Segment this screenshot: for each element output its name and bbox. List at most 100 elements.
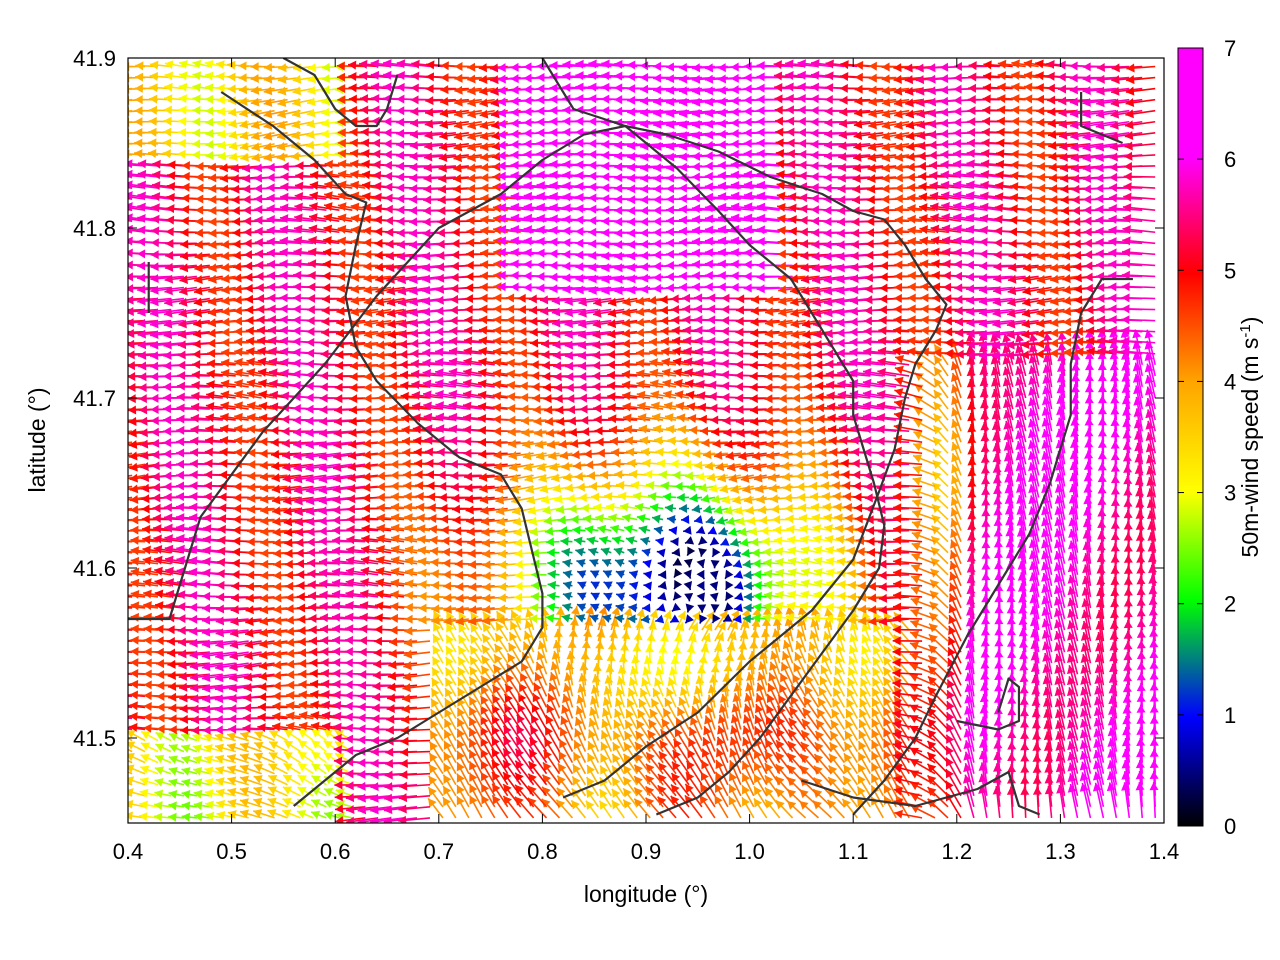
wind-vector-head [298, 711, 308, 721]
wind-vector-head [118, 506, 126, 515]
wind-vector-head [492, 694, 501, 704]
wind-vector-head [334, 792, 343, 802]
wind-vector-head [311, 763, 321, 772]
wind-vector-head [443, 786, 452, 796]
wind-vector-head [384, 793, 393, 803]
wind-vector-head [192, 744, 202, 754]
wind-vector-head [205, 800, 214, 810]
wind-vector-head [728, 796, 737, 806]
wind-vector-head [543, 750, 552, 760]
wind-vector-head [100, 711, 108, 720]
wind-vector-head [469, 772, 478, 782]
wind-vector-head [800, 765, 809, 775]
wind-vector-head [333, 722, 342, 732]
wind-vector-head [469, 784, 478, 794]
wind-vector-head [776, 728, 785, 738]
wind-vector-head [728, 784, 737, 794]
wind-vector-head [516, 725, 525, 735]
wind-vector-head [778, 694, 787, 705]
wind-vector-head [503, 748, 512, 758]
wind-vector-head [702, 737, 711, 747]
wind-vector-head [140, 753, 150, 763]
wind-vector-head [240, 742, 250, 751]
wind-vector-head [191, 725, 200, 735]
wind-vector-head [202, 704, 211, 714]
wind-vector-head [481, 772, 489, 782]
wind-vector-head [585, 800, 595, 810]
wind-vector-head [480, 695, 489, 705]
wind-vector-head [323, 752, 333, 761]
wind-vector [128, 726, 146, 731]
wind-vector-head [647, 730, 656, 740]
wind-vector-head [742, 797, 750, 807]
wind-vector-head [128, 730, 136, 739]
wind-vector-head [118, 558, 126, 567]
wind-vector-head [893, 775, 903, 785]
wind-vector-head [193, 789, 203, 799]
wind-vector [128, 748, 133, 753]
wind-vector-head [817, 697, 827, 708]
wind-vector-head [871, 751, 880, 761]
wind-vector-head [945, 780, 954, 790]
wind-vector-head [104, 527, 112, 536]
wind-vector-head [444, 708, 453, 718]
wind-vector-head [203, 744, 213, 753]
wind-vector-head [832, 698, 841, 708]
wind-vector-head [945, 769, 954, 779]
wind-vector-head [515, 737, 525, 747]
wind-vector-head [118, 485, 127, 494]
wind-vector-head [480, 749, 489, 759]
wind-vector-head [179, 714, 189, 724]
wind-vector-head [357, 781, 366, 791]
wind-vector-head [104, 537, 112, 546]
wind-vector-head [571, 800, 580, 810]
wind-vector-head [503, 736, 512, 747]
wind-vector-head [267, 786, 278, 795]
wind-vector-head [843, 753, 853, 763]
wind-vector-head [659, 751, 668, 761]
wind-vector-head [333, 733, 342, 743]
wind-vector-head [753, 798, 763, 808]
wind-vector-head [587, 741, 596, 751]
wind-vector-head [871, 729, 880, 739]
wind-vector-head [588, 729, 597, 739]
wind-vector-head [128, 741, 136, 750]
wind-vector-head [612, 777, 621, 787]
wind-vector-head [883, 717, 892, 727]
wind-vector-head [560, 716, 569, 726]
wind-vector-head [672, 761, 681, 771]
wind-vector-head [253, 763, 263, 773]
wind-vector-head [117, 579, 125, 588]
wind-vector-head [129, 712, 138, 721]
wind-vector-head [859, 708, 868, 719]
wind-vector-head [321, 711, 331, 721]
wind-vector-head [927, 729, 937, 739]
wind-vector-head [469, 738, 478, 748]
wind-vector-head [586, 777, 595, 787]
wind-vector-head [787, 765, 797, 775]
wind-vector-head [871, 708, 880, 718]
wind-vector-head [105, 485, 114, 494]
wind-vector-head [717, 714, 727, 724]
wind-vector-head [181, 778, 191, 788]
wind-vector-head [192, 733, 202, 742]
wind-vector-head [754, 762, 762, 772]
wind-vector-head [193, 755, 203, 765]
wind-vector-head [457, 718, 466, 728]
wind-vector-head [602, 697, 612, 707]
wind-vector-head [532, 693, 541, 703]
wind-vector [128, 717, 133, 720]
wind-vector-head [345, 746, 354, 756]
wind-vector-head [140, 742, 151, 751]
wind-vector-head [858, 719, 867, 729]
wind-vector-head [297, 763, 308, 772]
wind-vector-head [678, 697, 687, 707]
wind-vector-head [587, 765, 596, 775]
wind-vector-head [202, 715, 211, 725]
wind-vector-head [253, 775, 263, 784]
wind-vector-head [765, 739, 774, 749]
wind-vector-head [228, 724, 237, 734]
wind-vector-head [286, 721, 295, 731]
wind-vector-head [370, 736, 380, 746]
